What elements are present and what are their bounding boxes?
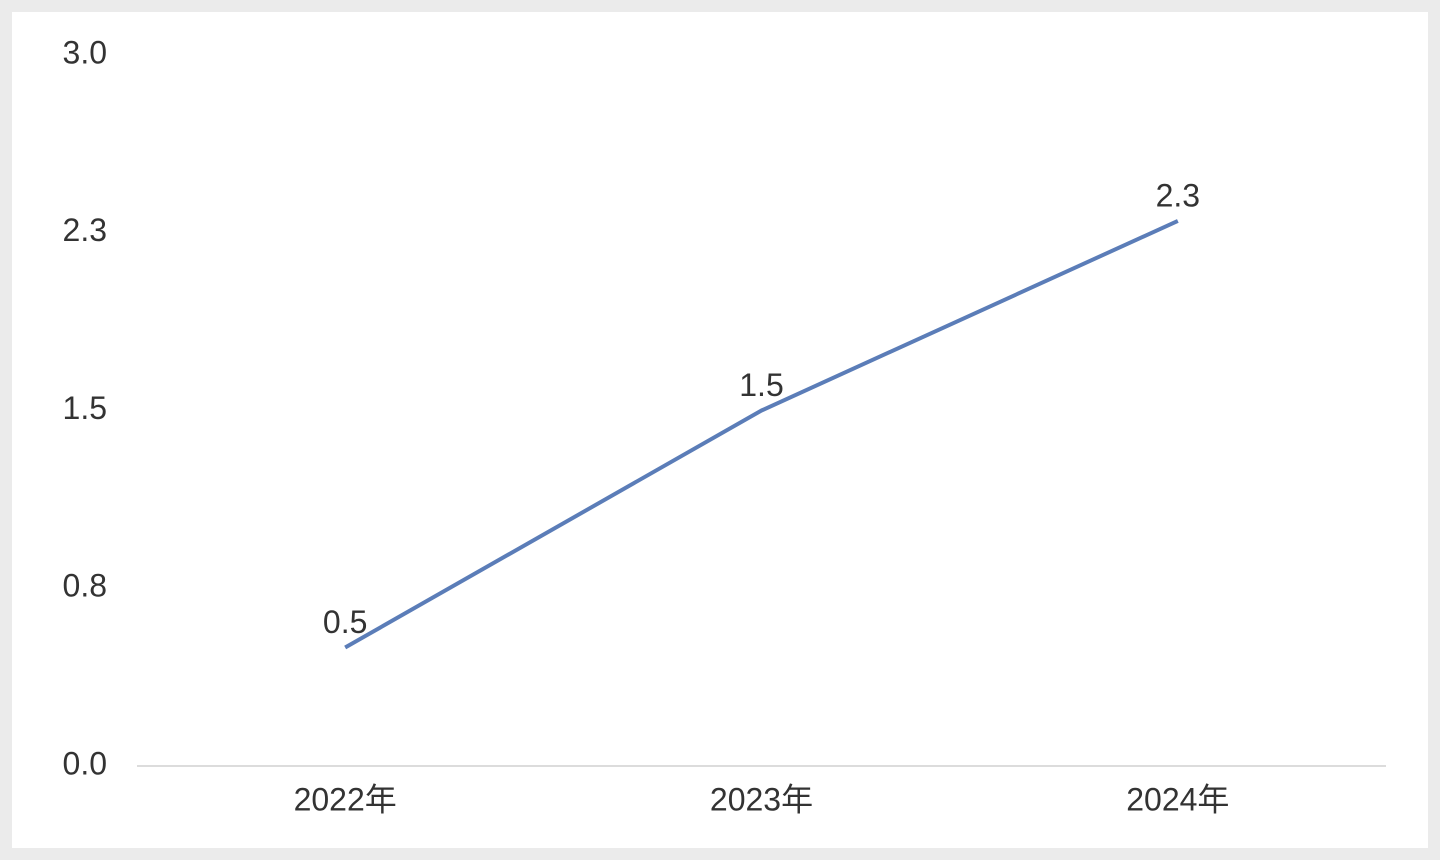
x-tick-label: 2024年 [1126, 781, 1229, 817]
x-tick-label: 2022年 [294, 781, 397, 817]
x-tick-label: 2023年 [710, 781, 813, 817]
data-label: 2.3 [1156, 177, 1200, 213]
chart-panel [12, 12, 1428, 848]
data-label: 1.5 [739, 367, 783, 403]
y-tick-label: 0.8 [63, 568, 107, 604]
data-label: 0.5 [323, 604, 367, 640]
y-tick-label: 2.3 [63, 212, 107, 248]
line-series [344, 219, 1179, 650]
y-tick-label: 3.0 [63, 34, 107, 70]
y-tick-label: 1.5 [63, 390, 107, 426]
y-tick-label: 0.0 [63, 745, 107, 781]
